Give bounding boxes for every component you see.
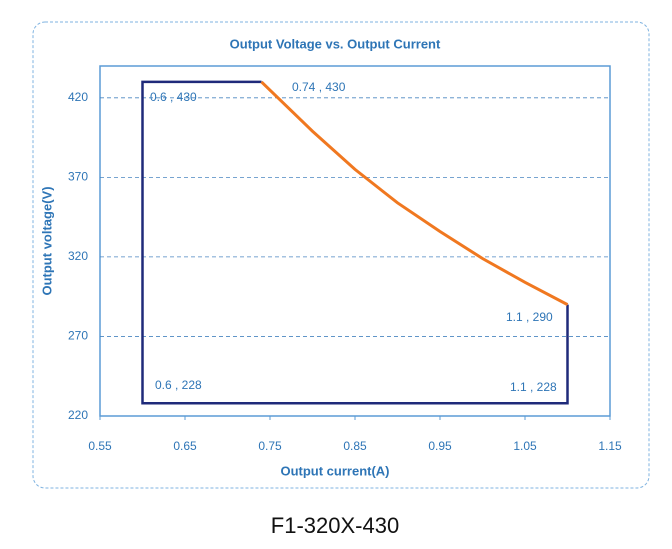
x-tick-label: 0.95 — [428, 439, 452, 453]
chart-frame — [32, 21, 650, 489]
y-tick-label: 420 — [68, 90, 88, 104]
annotation: 1.1 , 228 — [510, 380, 557, 394]
y-tick-label: 220 — [68, 408, 88, 422]
annotation: 1.1 , 290 — [506, 310, 553, 324]
y-tick-label: 370 — [68, 170, 88, 184]
x-tick-label: 1.05 — [513, 439, 537, 453]
annotation: 0.74 , 430 — [292, 80, 346, 94]
x-tick-label: 0.85 — [343, 439, 367, 453]
y-tick-label: 270 — [68, 329, 88, 343]
caption: F1-320X-430 — [271, 513, 399, 538]
plot-area — [99, 65, 611, 417]
x-tick-label: 0.75 — [258, 439, 282, 453]
series-line — [260, 80, 569, 306]
x-axis-label: Output current(A) — [280, 463, 389, 478]
annotation: 0.6 , 228 — [155, 378, 202, 392]
x-tick-label: 0.55 — [88, 439, 112, 453]
x-tick-label: 1.15 — [598, 439, 622, 453]
series-line — [141, 80, 569, 405]
x-tick-label: 0.65 — [173, 439, 197, 453]
y-tick-label: 320 — [68, 249, 88, 263]
y-axis-label: Output voltage(V) — [39, 186, 54, 295]
annotation: 0.6 , 430 — [150, 90, 197, 104]
chart-title: Output Voltage vs. Output Current — [230, 36, 441, 51]
